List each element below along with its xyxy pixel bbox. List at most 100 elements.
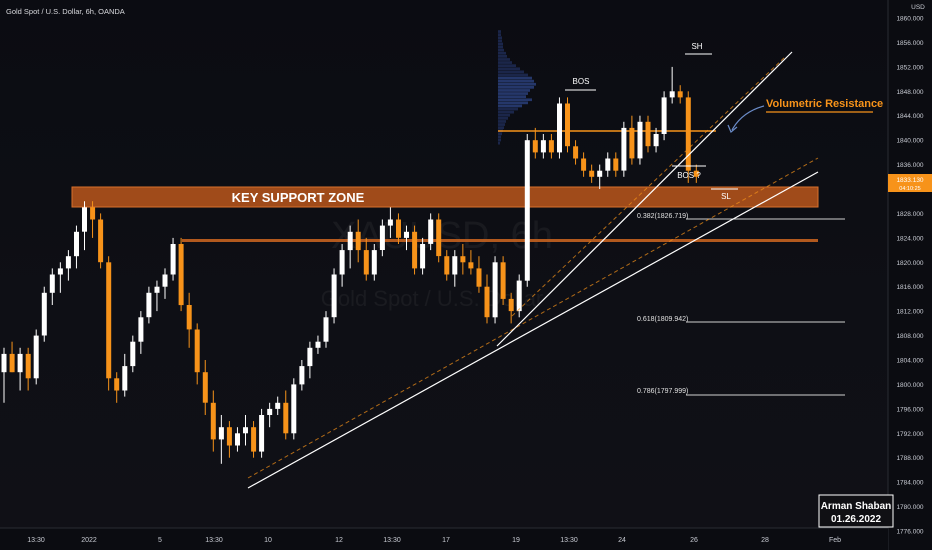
bullish-candle[interactable] bbox=[339, 250, 345, 275]
bullish-candle[interactable] bbox=[122, 366, 128, 391]
bullish-candle[interactable] bbox=[41, 292, 47, 336]
bullish-candle[interactable] bbox=[162, 274, 168, 287]
bullish-candle[interactable] bbox=[387, 219, 393, 226]
time-axis[interactable]: 13:30 2022 5 13:30 10 12 13:30 17 19 13:30 24 26 28 F… bbox=[0, 527, 888, 550]
bullish-candle[interactable] bbox=[235, 433, 240, 446]
resistance-line-1823[interactable] bbox=[182, 239, 818, 242]
bearish-candle[interactable] bbox=[685, 97, 691, 171]
bullish-candle[interactable] bbox=[170, 244, 176, 275]
bearish-candle[interactable] bbox=[532, 140, 538, 153]
bullish-candle[interactable] bbox=[524, 140, 530, 281]
bullish-candle[interactable] bbox=[637, 121, 643, 159]
bearish-candle[interactable] bbox=[565, 103, 570, 147]
bullish-candle[interactable] bbox=[597, 170, 603, 177]
trendline-main-dashed[interactable] bbox=[247, 157, 819, 479]
bearish-candle[interactable] bbox=[186, 305, 192, 330]
bearish-candle[interactable] bbox=[363, 250, 369, 275]
trendline-main[interactable] bbox=[247, 171, 819, 489]
bullish-candle[interactable] bbox=[557, 103, 562, 153]
bullish-candle[interactable] bbox=[275, 402, 281, 409]
bullish-candle[interactable] bbox=[452, 256, 458, 275]
bullish-candle[interactable] bbox=[82, 207, 87, 232]
bearish-candle[interactable] bbox=[508, 298, 514, 312]
price-axis[interactable]: USD 1776.000 1780.000 1784.000 1788.000 1792… bbox=[887, 0, 932, 550]
key-support-zone[interactable] bbox=[71, 186, 819, 208]
bullish-candle[interactable] bbox=[331, 274, 337, 318]
bearish-candle[interactable] bbox=[25, 353, 31, 379]
bullish-candle[interactable] bbox=[299, 366, 305, 385]
bullish-candle[interactable] bbox=[218, 427, 224, 440]
bullish-candle[interactable] bbox=[17, 353, 23, 373]
bearish-candle[interactable] bbox=[194, 329, 200, 373]
bullish-candle[interactable] bbox=[605, 158, 611, 171]
bullish-candle[interactable] bbox=[33, 335, 39, 379]
bullish-candle[interactable] bbox=[267, 408, 273, 415]
time-tick-label: 13:30 bbox=[560, 537, 578, 544]
bullish-candle[interactable] bbox=[291, 384, 297, 434]
bearish-candle[interactable] bbox=[468, 262, 474, 269]
bullish-candle[interactable] bbox=[428, 219, 434, 244]
bullish-candle[interactable] bbox=[307, 347, 313, 367]
bullish-candle[interactable] bbox=[259, 415, 265, 452]
bullish-candle[interactable] bbox=[669, 91, 675, 98]
bullish-candle[interactable] bbox=[516, 280, 522, 312]
volume-profile-bar bbox=[498, 104, 522, 108]
bullish-candle[interactable] bbox=[621, 127, 627, 171]
bearish-candle[interactable] bbox=[114, 378, 120, 391]
trendline-steep[interactable] bbox=[496, 51, 793, 347]
bearish-candle[interactable] bbox=[613, 158, 619, 171]
bullish-candle[interactable] bbox=[138, 317, 144, 342]
bearish-candle[interactable] bbox=[484, 286, 490, 318]
bullish-candle[interactable] bbox=[146, 292, 152, 318]
volume-profile-bar bbox=[498, 51, 506, 55]
bearish-candle[interactable] bbox=[396, 219, 401, 238]
bullish-candle[interactable] bbox=[154, 286, 160, 293]
bullish-candle[interactable] bbox=[347, 231, 353, 251]
bullish-candle[interactable] bbox=[379, 225, 385, 250]
bearish-candle[interactable] bbox=[98, 219, 104, 263]
bearish-candle[interactable] bbox=[202, 372, 208, 403]
bearish-candle[interactable] bbox=[9, 353, 15, 373]
bullish-candle[interactable] bbox=[49, 274, 55, 293]
bearish-candle[interactable] bbox=[548, 140, 554, 153]
bearish-candle[interactable] bbox=[251, 427, 257, 452]
bullish-candle[interactable] bbox=[57, 268, 63, 275]
bearish-candle[interactable] bbox=[476, 268, 482, 287]
bullish-candle[interactable] bbox=[315, 341, 321, 348]
bearish-candle[interactable] bbox=[178, 244, 184, 306]
bullish-candle[interactable] bbox=[653, 134, 659, 147]
bearish-candle[interactable] bbox=[460, 256, 466, 263]
bearish-candle[interactable] bbox=[444, 256, 450, 275]
bearish-candle[interactable] bbox=[500, 262, 506, 299]
bearish-candle[interactable] bbox=[629, 127, 635, 159]
bullish-candle[interactable] bbox=[1, 353, 7, 373]
bullish-candle[interactable] bbox=[371, 250, 377, 275]
bearish-candle[interactable] bbox=[581, 158, 587, 171]
bullish-candle[interactable] bbox=[323, 317, 329, 342]
bearish-candle[interactable] bbox=[226, 427, 232, 446]
bullish-candle[interactable] bbox=[74, 231, 79, 257]
bearish-candle[interactable] bbox=[693, 170, 699, 177]
bullish-candle[interactable] bbox=[130, 341, 136, 367]
bearish-candle[interactable] bbox=[210, 402, 216, 440]
bearish-candle[interactable] bbox=[355, 231, 361, 251]
bearish-candle[interactable] bbox=[283, 402, 289, 434]
bullish-candle[interactable] bbox=[420, 244, 426, 269]
bullish-candle[interactable] bbox=[65, 256, 71, 269]
price-axis-currency: USD bbox=[911, 4, 925, 11]
bearish-candle[interactable] bbox=[106, 262, 112, 379]
bearish-candle[interactable] bbox=[645, 121, 651, 147]
bullish-candle[interactable] bbox=[243, 427, 248, 434]
bearish-candle[interactable] bbox=[436, 219, 442, 257]
bullish-candle[interactable] bbox=[404, 231, 409, 238]
author-name: Arman Shaban bbox=[821, 501, 892, 512]
bullish-candle[interactable] bbox=[540, 140, 546, 153]
bearish-candle[interactable] bbox=[573, 146, 579, 159]
bearish-candle[interactable] bbox=[589, 170, 595, 177]
bearish-candle[interactable] bbox=[90, 207, 96, 220]
bearish-candle[interactable] bbox=[677, 91, 683, 98]
bullish-candle[interactable] bbox=[492, 262, 498, 318]
bullish-candle[interactable] bbox=[661, 97, 667, 134]
bearish-candle[interactable] bbox=[412, 231, 418, 269]
